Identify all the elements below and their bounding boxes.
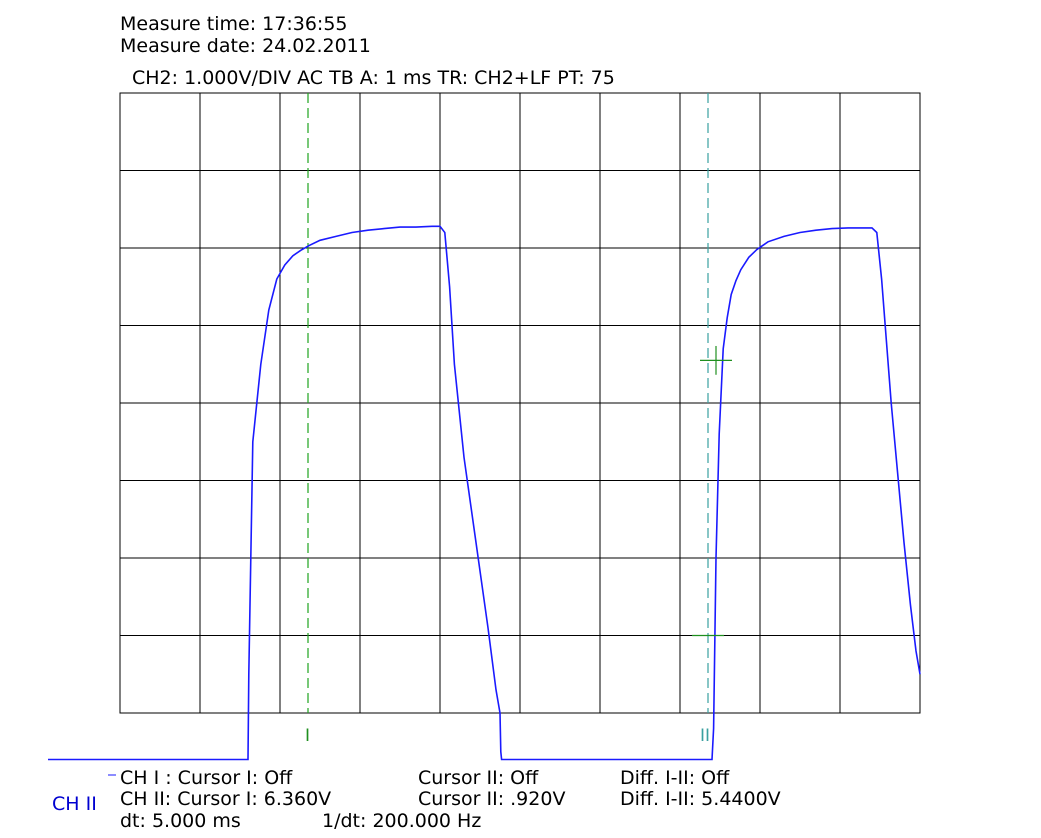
ch2-cursor2-readout: Cursor II: .920V — [418, 788, 566, 810]
channel-settings: CH2: 1.000V/DIV AC TB A: 1 ms TR: CH2+LF… — [132, 67, 615, 89]
measure-date: Measure date: 24.02.2011 — [120, 35, 371, 57]
ch2-diff-readout: Diff. I-II: 5.4400V — [620, 788, 781, 810]
dt-readout: dt: 5.000 ms — [120, 810, 241, 832]
scope-grid — [119, 92, 921, 714]
ch1-diff-readout: Diff. I-II: Off — [620, 767, 730, 789]
scope-cursors — [307, 93, 709, 713]
ch2-trace — [48, 225, 921, 761]
channel-tag: CH II — [52, 793, 97, 815]
measure-time: Measure time: 17:36:55 — [120, 13, 348, 35]
cursor-2-marker[interactable]: II — [700, 726, 710, 746]
cursor-crosses — [108, 345, 732, 776]
cursor-1-marker[interactable]: I — [305, 726, 310, 746]
ch1-cursor1-readout: CH I : Cursor I: Off — [120, 767, 293, 789]
ch1-cursor2-readout: Cursor II: Off — [418, 767, 539, 789]
ch2-cursor1-readout: CH II: Cursor I: 6.360V — [120, 788, 332, 810]
frequency-readout: 1/dt: 200.000 Hz — [322, 810, 482, 832]
